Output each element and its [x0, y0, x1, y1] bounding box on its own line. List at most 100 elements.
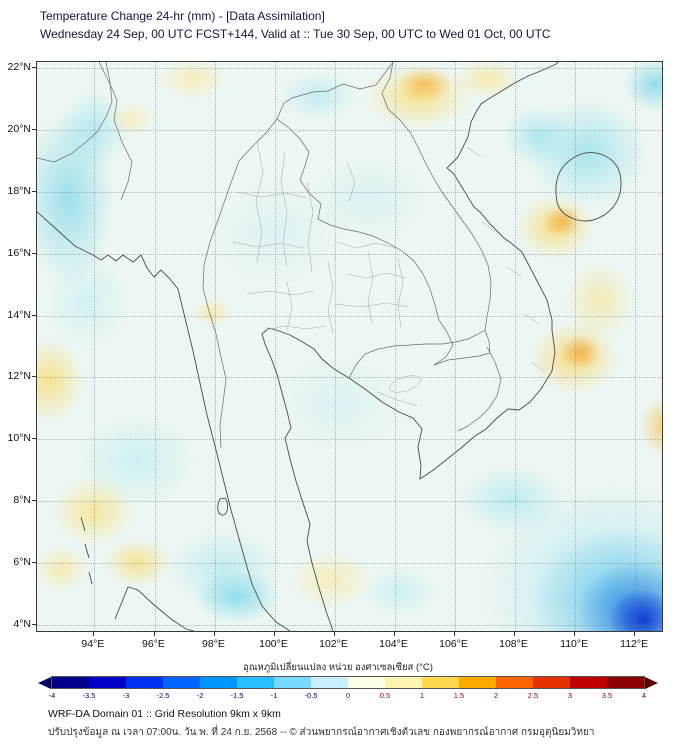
colorbar-left-arrow: [38, 676, 51, 689]
lat-tick-label: 10°N: [7, 432, 31, 445]
gridline-horizontal: [37, 439, 662, 441]
gridline-horizontal: [37, 191, 662, 193]
gridline-horizontal: [37, 501, 662, 503]
gridline-vertical: [514, 62, 516, 631]
lat-tick-mark: [32, 314, 36, 316]
border-cambodia-vietnam: [457, 346, 502, 432]
gridline-vertical: [334, 62, 336, 631]
map-frame: [36, 61, 663, 632]
gridline-horizontal: [37, 130, 662, 132]
colorbar-segment: [348, 677, 385, 688]
colorbar-tick-label: -1.5: [230, 691, 244, 700]
border-china-north: [276, 62, 394, 120]
lat-tick-label: 20°N: [7, 123, 31, 136]
border-myanmar-thailand: [202, 118, 278, 449]
andaman-islands: [80, 516, 93, 585]
colorbar-right-arrow: [645, 676, 658, 689]
lon-tick-mark: [92, 632, 94, 636]
colorbar-segment: [422, 677, 459, 688]
gridline-vertical: [635, 62, 637, 631]
gridline-vertical: [454, 62, 456, 631]
lon-tick-label: 100°E: [259, 638, 288, 650]
gridline-horizontal: [37, 624, 662, 626]
colorbar-tick-label: 3.5: [601, 691, 613, 700]
colorbar-tick-label: 1.5: [453, 691, 465, 700]
colorbar-segment: [570, 677, 607, 688]
country-borders-group: [37, 62, 502, 449]
colorbar-segment: [163, 677, 200, 688]
footer-thai-credit: ปรับปรุงข้อมูล ณ เวลา 07:00น. วัน พ. ที่…: [48, 727, 595, 738]
colorbar-segment: [533, 677, 570, 688]
colorbar-segment: [385, 677, 422, 688]
colorbar-tick-label: 4: [641, 691, 647, 700]
colorbar-tick-label: -2: [196, 691, 204, 700]
lon-tick-mark: [634, 632, 636, 636]
colorbar: [38, 676, 658, 689]
lat-tick-label: 6°N: [13, 555, 31, 568]
gridline-horizontal: [37, 68, 662, 70]
colorbar-segment: [52, 677, 89, 688]
gridline-vertical: [575, 62, 577, 631]
lon-tick-label: 96°E: [142, 638, 165, 650]
lon-tick-mark: [153, 632, 155, 636]
lat-tick-label: 12°N: [7, 370, 31, 383]
header: Temperature Change 24-hr (mm) - [Data As…: [40, 7, 551, 43]
gridline-vertical: [93, 62, 95, 631]
lon-tick-mark: [574, 632, 576, 636]
lon-tick-label: 106°E: [439, 638, 468, 650]
colorbar-segment: [459, 677, 496, 688]
colorbar-tick-label: 0: [345, 691, 351, 700]
latitude-axis: 22°N 20°N 18°N 16°N 14°N 12°N 10°N 8°N 6°N 4°N: [0, 61, 36, 630]
colorbar-tick-label: -3.5: [82, 691, 96, 700]
footer-domain-info: WRF-DA Domain 01 :: Grid Resolution 9km …: [48, 708, 281, 720]
coastline-mainland-west: [37, 211, 291, 631]
longitude-axis: 94°E 96°E 98°E 100°E 102°E 104°E 106°E 108°E 110…: [36, 632, 661, 652]
lat-tick-mark: [32, 623, 36, 625]
lon-tick-label: 108°E: [499, 638, 528, 650]
lat-tick-label: 22°N: [7, 61, 31, 74]
colorbar-ticks: -4 -3.5 -3 -2.5 -2 -1.5 -1 -0.5 0 0.5 1 1.5 2 2.5 3 3.5…: [48, 691, 647, 701]
border-thailand-cambodia: [348, 329, 486, 379]
coastline-group: [37, 62, 622, 631]
colorbar-segment: [126, 677, 163, 688]
lon-tick-mark: [453, 632, 455, 636]
lat-tick-mark: [32, 376, 36, 378]
colorbar-tick-label: 2.5: [527, 691, 539, 700]
gridline-vertical: [214, 62, 216, 631]
lat-tick-mark: [32, 438, 36, 440]
lon-tick-mark: [333, 632, 335, 636]
gridline-vertical: [394, 62, 396, 631]
gridline-vertical: [154, 62, 156, 631]
footer: WRF-DA Domain 01 :: Grid Resolution 9km …: [48, 707, 594, 739]
lat-tick-mark: [32, 561, 36, 563]
gridline-horizontal: [37, 315, 662, 317]
colorbar-segment: [274, 677, 311, 688]
colorbar-tick-label: -2.5: [156, 691, 170, 700]
gridline-horizontal: [37, 562, 662, 564]
sumatra-coast: [114, 586, 195, 631]
lon-tick-mark: [513, 632, 515, 636]
gridline-vertical: [274, 62, 276, 631]
phuket-island: [217, 497, 229, 516]
colorbar-segment: [607, 677, 644, 688]
province-borders-group: [232, 141, 546, 407]
coastline-gulf-vietnam: [261, 62, 559, 631]
page-title: Temperature Change 24-hr (mm) - [Data As…: [40, 9, 325, 23]
lon-tick-mark: [273, 632, 275, 636]
map-area: [37, 62, 662, 631]
lat-tick-label: 18°N: [7, 184, 31, 197]
lat-tick-label: 4°N: [13, 617, 31, 630]
colorbar-label: อุณหภูมิเปลี่ยนแปลง หน่วย องศาเซลเซียส (…: [243, 662, 433, 673]
lon-tick-mark: [213, 632, 215, 636]
page-subtitle: Wednesday 24 Sep, 00 UTC FCST+144, Valid…: [40, 27, 551, 41]
hainan-island: [555, 152, 622, 222]
colorbar-tick-label: -0.5: [304, 691, 318, 700]
colorbar-segment: [496, 677, 533, 688]
colorbar-segment: [311, 677, 348, 688]
lat-tick-mark: [32, 190, 36, 192]
lon-tick-label: 102°E: [319, 638, 348, 650]
colorbar-tick-label: -4: [48, 691, 56, 700]
lon-tick-label: 110°E: [560, 638, 589, 650]
lat-tick-label: 8°N: [13, 494, 31, 507]
